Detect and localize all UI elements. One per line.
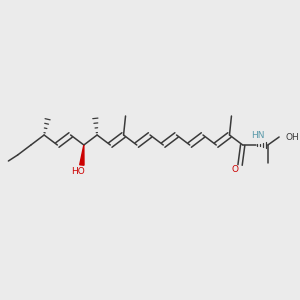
Text: OH: OH bbox=[286, 133, 300, 142]
Text: O: O bbox=[232, 164, 239, 173]
Text: HO: HO bbox=[71, 167, 85, 176]
Text: HN: HN bbox=[251, 131, 265, 140]
Polygon shape bbox=[80, 145, 84, 165]
